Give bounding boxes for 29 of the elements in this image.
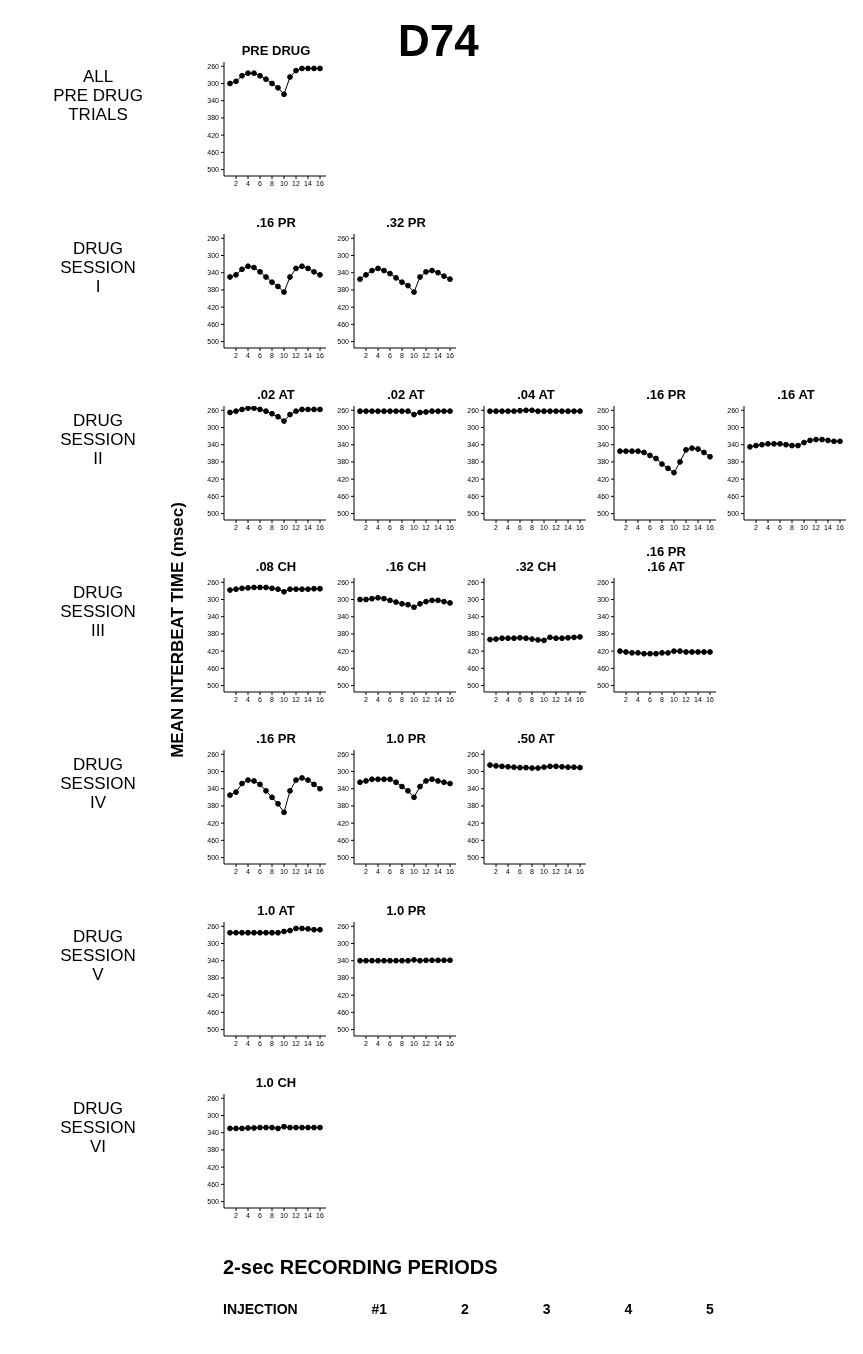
chart-title: .16 PR .16 AT <box>645 543 687 574</box>
text: DRUG SESSION II <box>59 411 137 468</box>
chart-title: 1.0 CH <box>254 1074 298 1090</box>
chart-title: .16 CH <box>384 558 428 574</box>
text: 2-sec RECORDING PERIODS <box>223 1256 498 1279</box>
chart-title: .04 AT <box>516 386 556 402</box>
chart-title: PRE DRUG <box>240 42 312 58</box>
chart-title: .16 AT <box>776 386 816 402</box>
chart-title: .16 PR <box>255 730 297 746</box>
text: DRUG SESSION V <box>59 927 137 984</box>
chart-title: 1.0 PR <box>385 730 427 746</box>
text: ALL PRE DRUG TRIALS <box>52 67 144 124</box>
text: MEAN INTERBEAT TIME (msec) <box>168 501 188 760</box>
chart-title: 1.0 PR <box>385 902 427 918</box>
text: INJECTION #1 2 3 4 5 <box>223 1301 714 1317</box>
chart-title: .02 AT <box>386 386 426 402</box>
chart-title: .50 AT <box>516 730 556 746</box>
chart-title: 1.0 AT <box>256 902 296 918</box>
chart-title: .08 CH <box>254 558 298 574</box>
text: DRUG SESSION VI <box>59 1099 137 1156</box>
chart-title: .32 CH <box>514 558 558 574</box>
chart-title: .16 PR <box>255 214 297 230</box>
text: DRUG SESSION I <box>59 239 137 296</box>
text: D74 <box>398 16 479 66</box>
text: DRUG SESSION III <box>59 583 137 640</box>
chart-title: .32 PR <box>385 214 427 230</box>
text: DRUG SESSION IV <box>59 755 137 812</box>
chart-title: .16 PR <box>645 386 687 402</box>
chart-title: .02 AT <box>256 386 296 402</box>
